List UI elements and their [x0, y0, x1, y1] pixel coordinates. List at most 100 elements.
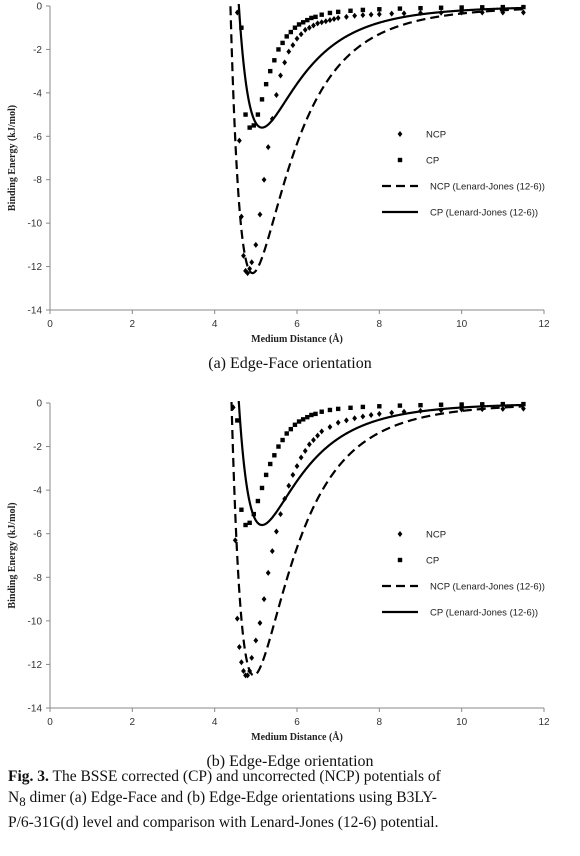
- ncp-point: [253, 241, 259, 248]
- cp-point: [397, 403, 403, 408]
- cp-point: [296, 22, 302, 27]
- cp-point: [360, 7, 366, 13]
- ncp-point: [294, 35, 300, 42]
- ncp-point: [274, 92, 279, 99]
- ncp-point: [376, 410, 382, 417]
- cp-point: [292, 422, 298, 427]
- ncp-point: [368, 411, 374, 418]
- cp-point: [251, 123, 256, 128]
- figure-caption: Fig. 3. The BSSE corrected (CP) and unco…: [8, 766, 576, 833]
- cp-point: [480, 402, 485, 407]
- cp-point: [360, 404, 366, 410]
- ncp-point: [335, 419, 341, 426]
- legend-ncp-marker: [397, 131, 403, 137]
- x-tick-label: 10: [456, 717, 468, 728]
- ncp-point: [257, 211, 263, 218]
- ncp-point: [331, 16, 337, 23]
- cp-point: [313, 411, 318, 417]
- ncp-point: [401, 10, 407, 17]
- cp-point: [276, 444, 281, 449]
- ncp-point: [286, 482, 292, 489]
- y-tick-label: -12: [28, 262, 43, 273]
- cp-point: [309, 412, 314, 418]
- cp-point: [319, 409, 324, 414]
- cp-point: [247, 520, 252, 526]
- legend-label: NCP: [426, 130, 446, 141]
- cp-point: [418, 402, 423, 408]
- cp-lj-curve: [237, 4, 524, 129]
- cp-point: [243, 522, 248, 528]
- ncp-point: [278, 511, 283, 518]
- ncp-point: [298, 454, 304, 461]
- cp-lj-curve: [237, 401, 524, 527]
- ncp-point: [352, 415, 358, 422]
- x-tick-label: 0: [47, 717, 53, 728]
- legend-label: CP (Lenard-Jones (12-6)): [430, 208, 538, 219]
- figure-svg: 0 -2 -4 -6 -8 -10 -12 -14 0 2 4 6 8 10 12 Medium Distan…: [7, 2, 550, 771]
- ncp-point: [319, 428, 325, 435]
- cp-point: [327, 407, 333, 413]
- ncp-point: [306, 441, 312, 448]
- ncp-point: [521, 9, 526, 16]
- chart-panel-b: 0 -2 -4 -6 -8 -10 -12 -14 0 2 4 6 8 10 12 Medium Distan…: [7, 399, 550, 771]
- x-tick-label: 2: [130, 319, 136, 330]
- cp-point: [438, 5, 444, 10]
- caption-line-3: P/6-31G(d) level and comparison with Len…: [8, 814, 439, 832]
- cp-point: [263, 472, 269, 478]
- ncp-point: [479, 9, 485, 16]
- ncp-point: [265, 569, 271, 576]
- ncp-point: [360, 413, 366, 420]
- x-tick-label: 8: [377, 319, 383, 330]
- cp-point: [288, 29, 294, 35]
- ncp-point: [389, 409, 395, 416]
- cp-point: [377, 7, 382, 12]
- ncp-point: [306, 24, 312, 31]
- y-axis-label: Binding Energy (kJ/mol): [7, 502, 18, 608]
- cp-point: [319, 12, 324, 17]
- cp-point: [284, 34, 289, 39]
- ncp-point: [319, 19, 325, 26]
- cp-point: [521, 401, 526, 407]
- ncp-lj-curve: [230, 401, 524, 677]
- ncp-point: [298, 31, 304, 38]
- cp-point: [480, 5, 485, 10]
- cp-point: [300, 417, 306, 422]
- ncp-point: [344, 13, 349, 20]
- ncp-point: [290, 42, 296, 49]
- legend-label: CP (Lenard-Jones (12-6)): [430, 608, 538, 619]
- legend-ncp-marker: [397, 531, 403, 537]
- ncp-point: [286, 48, 292, 55]
- cp-point: [292, 25, 298, 30]
- legend-label: NCP (Lenard-Jones (12-6)): [430, 182, 545, 193]
- cp-point: [397, 6, 403, 11]
- ncp-point: [315, 432, 320, 439]
- caption-line-1: Fig. 3. The BSSE corrected (CP) and unco…: [8, 766, 576, 787]
- y-axis-label: Binding Energy (kJ/mol): [7, 105, 18, 211]
- caption-label: Fig. 3.: [8, 768, 49, 785]
- y-tick-label: -4: [33, 486, 42, 497]
- cp-point: [327, 10, 333, 16]
- caption-n: N: [8, 789, 20, 806]
- y-tick-label: -8: [33, 573, 42, 584]
- ncp-point: [249, 259, 255, 266]
- cp-point: [235, 418, 240, 423]
- y-tick-label: -8: [33, 175, 42, 186]
- cp-point: [305, 414, 310, 420]
- cp-point: [459, 402, 464, 407]
- cp-point: [268, 68, 273, 74]
- cp-point: [263, 81, 269, 87]
- cp-point: [459, 5, 464, 10]
- x-tick-label: 4: [212, 717, 218, 728]
- ncp-point: [344, 417, 349, 424]
- ncp-point: [261, 596, 267, 603]
- x-tick-label: 12: [538, 717, 550, 728]
- cp-point: [418, 5, 423, 11]
- ncp-point: [294, 463, 300, 470]
- caption-subscript: 8: [19, 794, 26, 810]
- ncp-point: [389, 10, 395, 17]
- ncp-point: [249, 654, 255, 661]
- y-tick-label: -2: [33, 45, 42, 56]
- ncp-point: [239, 213, 244, 220]
- ncp-point: [302, 447, 308, 454]
- ncp-point: [245, 672, 250, 679]
